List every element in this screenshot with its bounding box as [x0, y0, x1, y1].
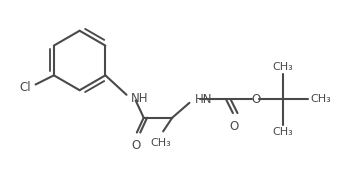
Text: CH₃: CH₃	[151, 138, 171, 148]
Text: CH₃: CH₃	[311, 94, 331, 104]
Text: O: O	[251, 93, 260, 106]
Text: Cl: Cl	[19, 81, 31, 94]
Text: HN: HN	[195, 93, 213, 106]
Text: CH₃: CH₃	[273, 127, 294, 137]
Text: NH: NH	[131, 92, 148, 105]
Text: O: O	[131, 139, 140, 152]
Text: CH₃: CH₃	[273, 62, 294, 72]
Text: O: O	[229, 120, 239, 133]
